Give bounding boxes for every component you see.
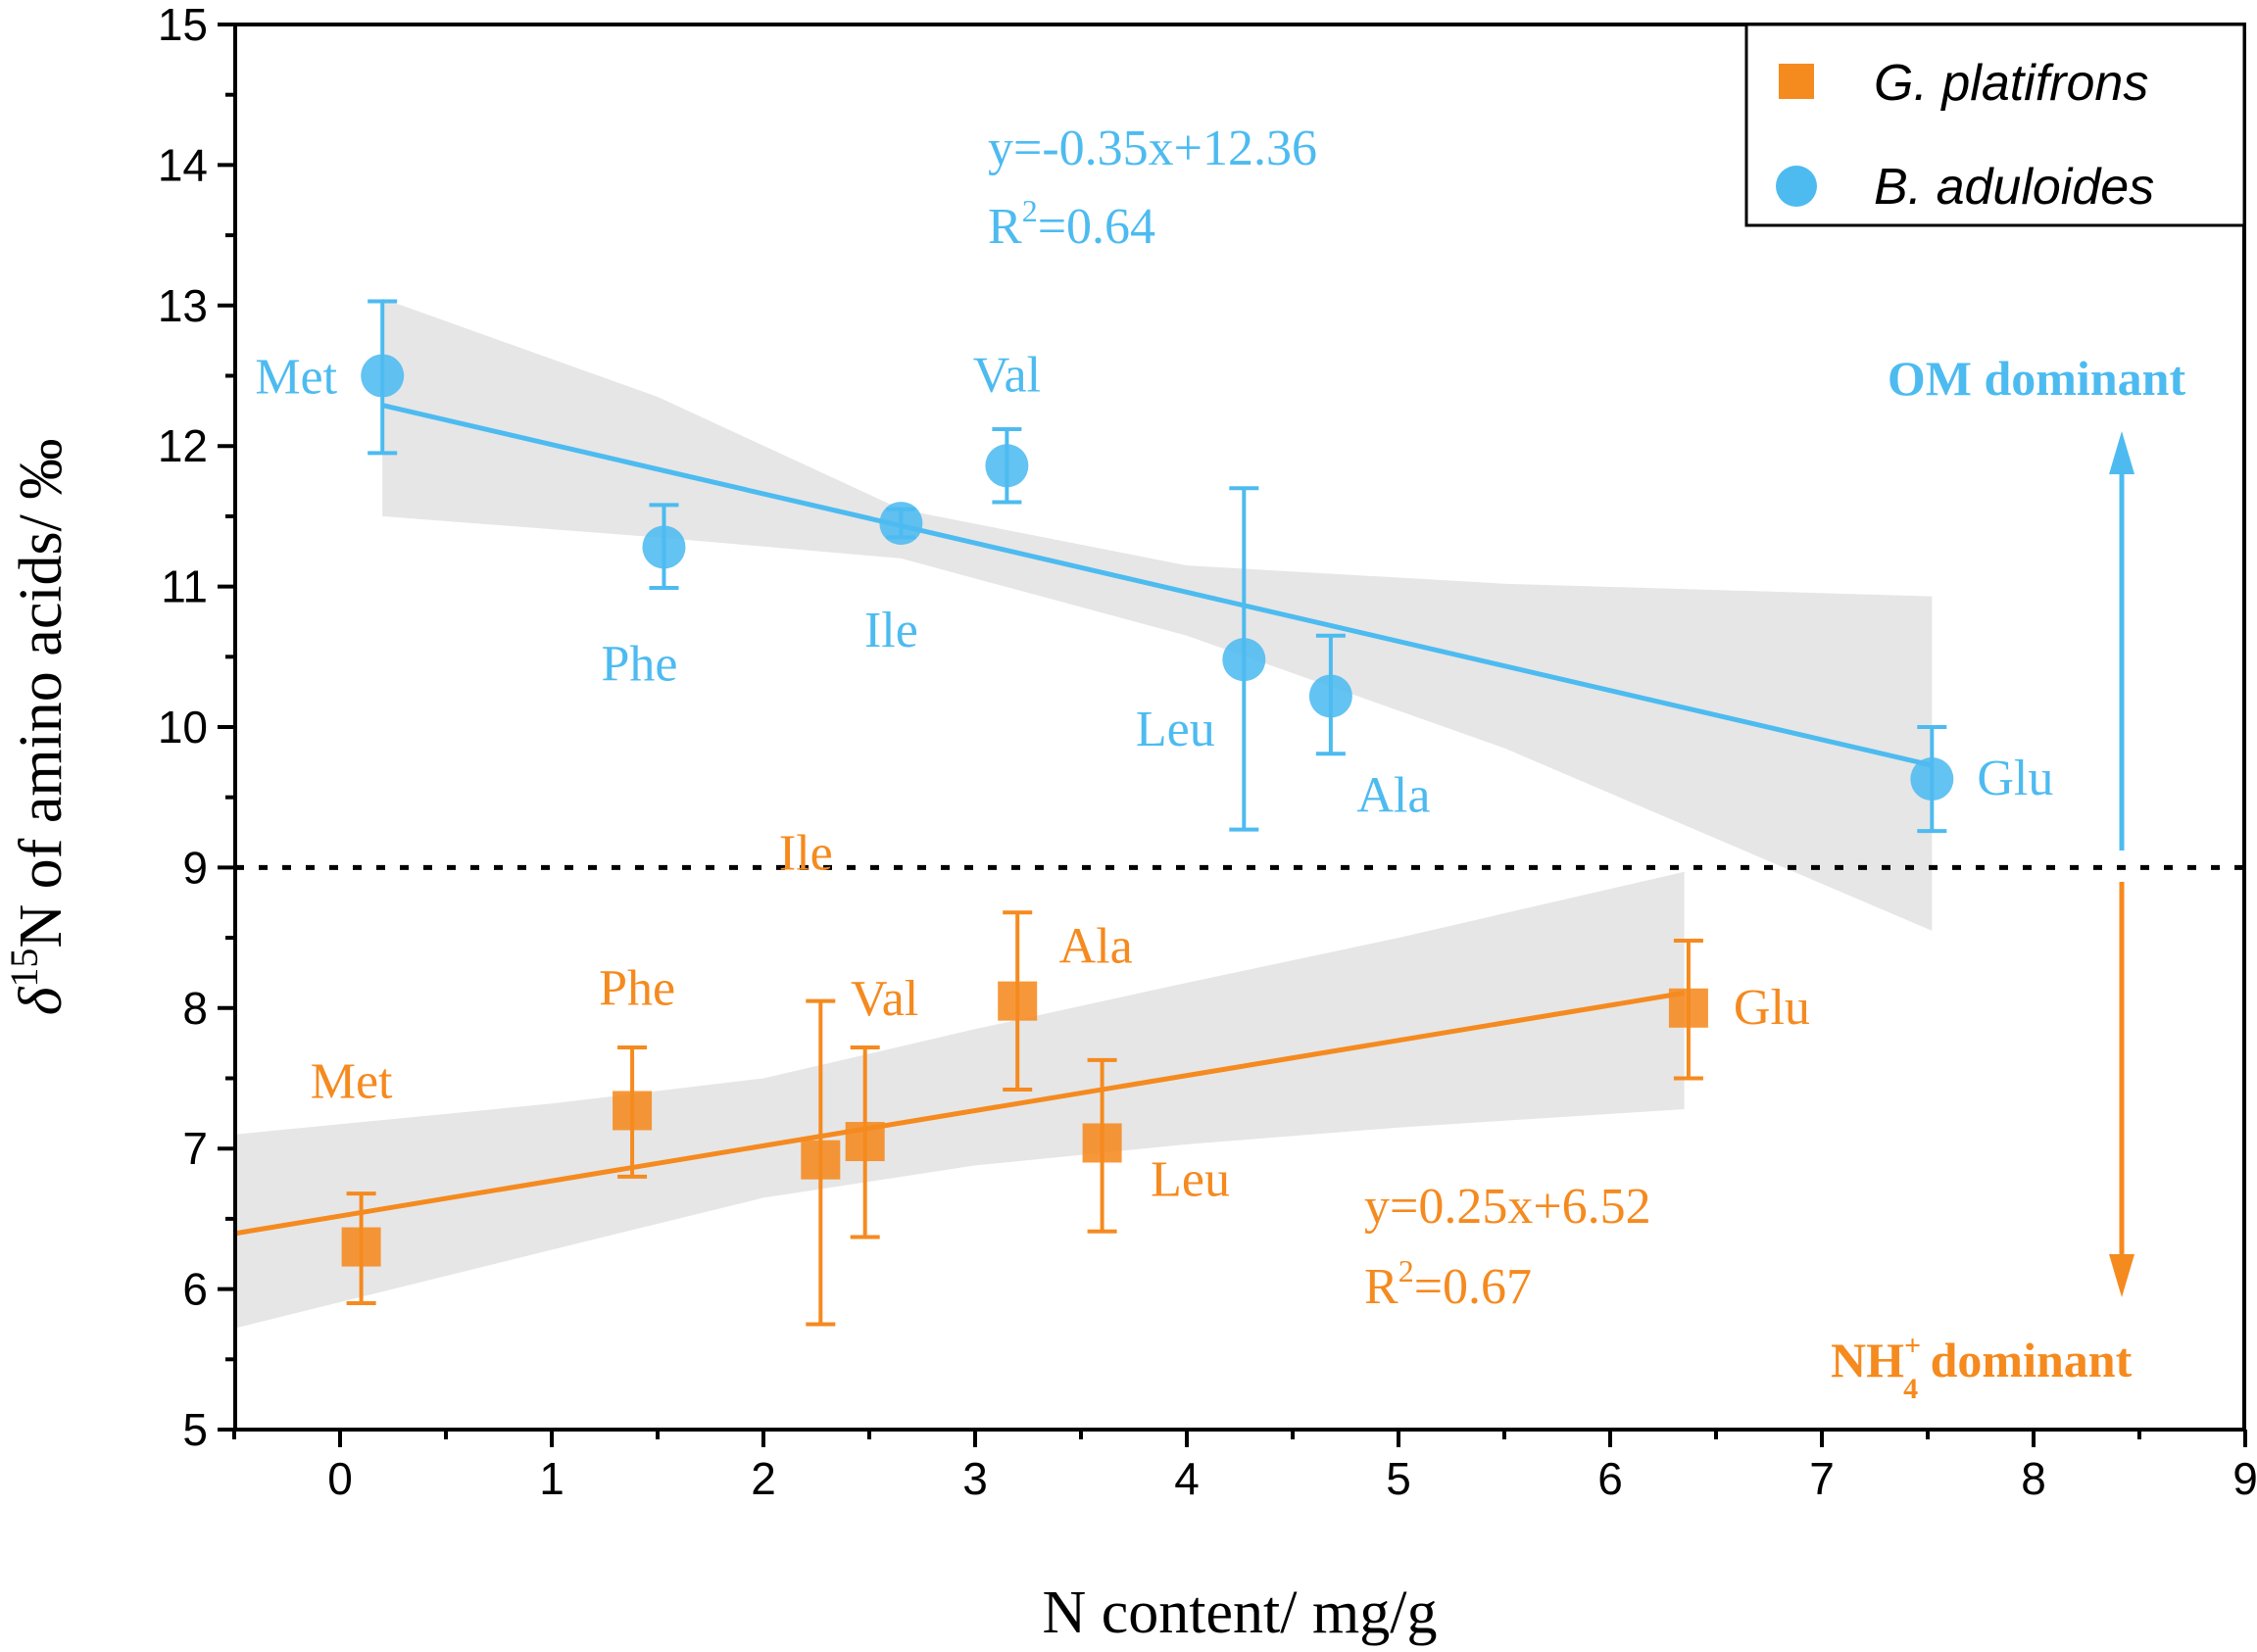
- x-tick-label: 3: [962, 1453, 988, 1504]
- y-axis-title: δ15N of amino acids/ ‰: [2, 439, 74, 1016]
- data-point-square: [1082, 1123, 1122, 1163]
- y-tick-label: 6: [182, 1264, 208, 1315]
- om-dominant-label: OM dominant: [1888, 351, 2186, 406]
- data-point-circle: [879, 502, 923, 546]
- x-tick-label: 8: [2021, 1453, 2046, 1504]
- y-tick-label: 9: [182, 842, 208, 893]
- blue-r2: R2=0.64: [988, 193, 1155, 255]
- nh4-arrow: [2109, 882, 2134, 1297]
- point-label: Val: [851, 971, 918, 1027]
- confidence-band: [235, 871, 1685, 1329]
- data-point-square: [1668, 988, 1708, 1028]
- orange-equation: y=0.25x+6.52: [1364, 1179, 1651, 1235]
- data-point-circle: [1910, 757, 1954, 802]
- point-label: Phe: [599, 960, 675, 1016]
- x-tick-label: 6: [1597, 1453, 1623, 1504]
- legend-label-platifrons: G. platifrons: [1874, 55, 2148, 112]
- y-tick-label: 11: [161, 561, 208, 612]
- data-point-circle: [985, 444, 1029, 488]
- data-point-square: [801, 1140, 841, 1180]
- legend: G. platifrons B. aduloides: [1744, 23, 2246, 227]
- blue-equation: y=-0.35x+12.36: [988, 121, 1317, 176]
- data-point-circle: [361, 354, 405, 398]
- data-point-circle: [1222, 638, 1266, 682]
- point-label: Ile: [864, 603, 918, 658]
- legend-square-marker: [1779, 64, 1814, 99]
- point-label: Met: [311, 1054, 393, 1110]
- x-tick-label: 7: [1809, 1453, 1835, 1504]
- data-point-square: [613, 1091, 653, 1131]
- legend-circle-marker: [1776, 166, 1817, 207]
- x-tick-label: 9: [2232, 1453, 2257, 1504]
- y-tick-label: 5: [182, 1404, 208, 1455]
- data-point-square: [998, 981, 1038, 1021]
- point-label: Ala: [1059, 919, 1133, 975]
- point-label: Ala: [1356, 767, 1430, 823]
- fit-line: [381, 403, 1933, 768]
- orange-r2: R2=0.67: [1364, 1253, 1532, 1315]
- x-tick-label: 2: [751, 1453, 776, 1504]
- om-arrow: [2109, 431, 2134, 850]
- y-tick-label: 14: [158, 139, 208, 190]
- y-tick-label: 8: [182, 983, 208, 1034]
- x-tick-label: 5: [1386, 1453, 1411, 1504]
- x-tick-label: 4: [1174, 1453, 1200, 1504]
- point-label: Leu: [1151, 1151, 1230, 1207]
- legend-label-aduloides: B. aduloides: [1874, 159, 2154, 216]
- y-tick-label: 7: [182, 1123, 208, 1174]
- point-label: Glu: [1977, 751, 2053, 806]
- data-point-square: [341, 1227, 381, 1267]
- point-label: Ile: [779, 826, 833, 882]
- data-point-square: [845, 1122, 885, 1162]
- y-tick-label: 13: [158, 280, 208, 331]
- data-point-circle: [642, 525, 686, 569]
- x-tick-label: 0: [327, 1453, 353, 1504]
- point-label: Leu: [1136, 702, 1215, 757]
- y-tick-label: 10: [158, 702, 208, 753]
- y-tick-label: 12: [158, 420, 208, 471]
- fit-line: [235, 990, 1686, 1237]
- point-label: Glu: [1734, 980, 1810, 1036]
- x-axis-title: N content/ mg/g: [1043, 1579, 1438, 1646]
- nh4-dominant-label: NH+ 4 dominant: [1831, 1330, 2133, 1405]
- x-tick-label: 1: [539, 1453, 564, 1504]
- point-label: Met: [255, 350, 337, 406]
- y-tick-label: 15: [158, 0, 208, 50]
- point-label: Phe: [601, 636, 677, 692]
- data-point-circle: [1308, 674, 1352, 718]
- point-label: Val: [973, 347, 1041, 403]
- confidence-band: [382, 298, 1933, 931]
